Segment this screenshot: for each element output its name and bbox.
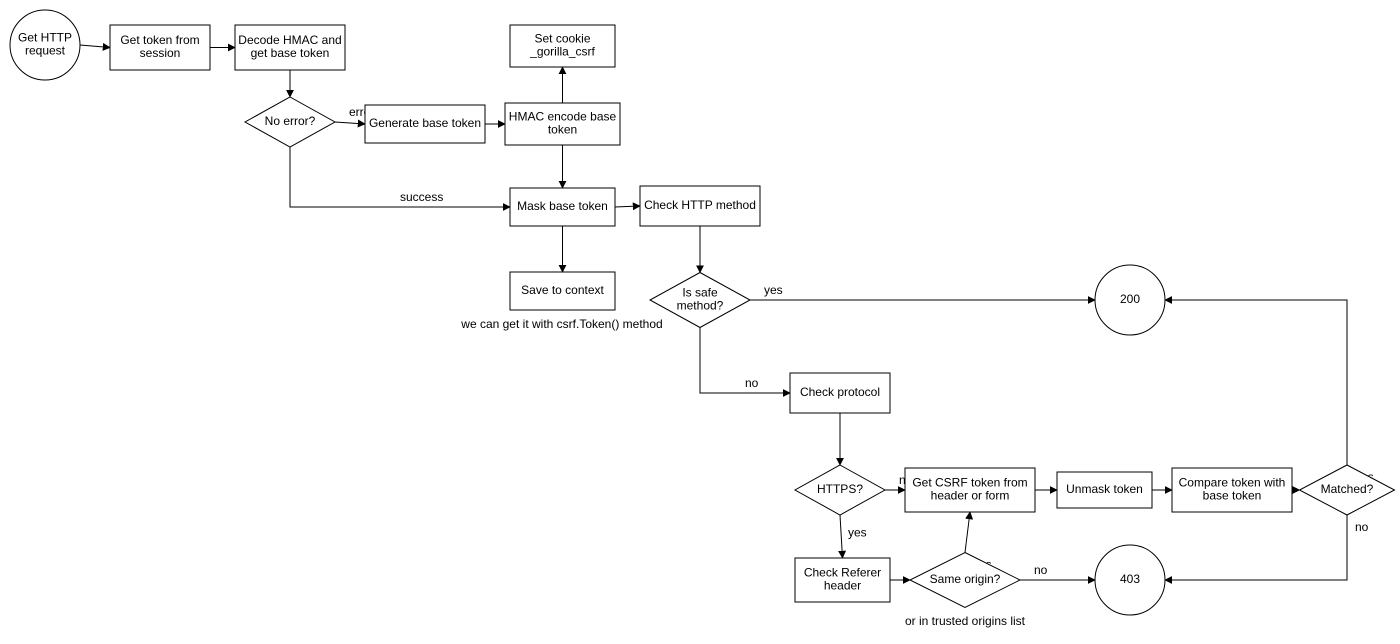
- svg-text:Same origin?: Same origin?: [930, 572, 1001, 586]
- node-r403: 403: [1095, 545, 1165, 615]
- svg-text:Get HTTPrequest: Get HTTPrequest: [18, 31, 72, 58]
- svg-text:Generate base token: Generate base token: [369, 116, 481, 130]
- edge-same_origin-get_csrf: [965, 512, 970, 553]
- svg-text:No error?: No error?: [265, 114, 316, 128]
- edge-label-matched-r403: no: [1355, 520, 1369, 534]
- svg-text:HTTPS?: HTTPS?: [817, 482, 863, 496]
- edge-label-is_safe-check_proto: no: [745, 376, 759, 390]
- node-gen_base: Generate base token: [365, 105, 485, 143]
- edge-matched-r200: [1165, 300, 1347, 465]
- node-mask_base: Mask base token: [510, 188, 615, 226]
- node-r200: 200: [1095, 265, 1165, 335]
- svg-text:Matched?: Matched?: [1321, 482, 1374, 496]
- edge-get_http-get_token: [80, 45, 110, 48]
- node-get_token: Get token fromsession: [110, 25, 210, 70]
- svg-text:403: 403: [1120, 572, 1140, 586]
- svg-text:Check HTTP method: Check HTTP method: [644, 198, 756, 212]
- node-save_ctx: Save to context: [510, 272, 615, 310]
- edge-matched-r403: [1165, 515, 1347, 580]
- svg-text:Decode HMAC andget base token: Decode HMAC andget base token: [238, 33, 341, 60]
- node-unmask: Unmask token: [1057, 472, 1152, 508]
- edge-label-https-check_referer: yes: [848, 526, 867, 540]
- caption-origin_note: or in trusted origins list: [905, 614, 1026, 628]
- edge-label-no_error-mask_base: success: [400, 190, 443, 204]
- node-check_referer: Check Refererheader: [795, 558, 890, 602]
- edge-https-check_referer: [840, 515, 843, 558]
- node-same_origin: Same origin?: [910, 553, 1020, 608]
- node-set_cookie: Set cookie_gorilla_csrf: [510, 25, 615, 67]
- edge-mask_base-check_method: [615, 206, 640, 207]
- svg-text:Is safemethod?: Is safemethod?: [677, 286, 724, 313]
- node-get_csrf: Get CSRF token fromheader or form: [905, 468, 1035, 512]
- svg-text:Set cookie_gorilla_csrf: Set cookie_gorilla_csrf: [529, 32, 595, 59]
- node-is_safe: Is safemethod?: [650, 273, 750, 328]
- node-compare: Compare token withbase token: [1172, 468, 1292, 512]
- svg-text:200: 200: [1120, 292, 1140, 306]
- svg-text:Mask base token: Mask base token: [517, 199, 608, 213]
- node-no_error: No error?: [245, 97, 335, 147]
- svg-text:Save to context: Save to context: [521, 283, 604, 297]
- node-check_method: Check HTTP method: [640, 186, 760, 226]
- edge-no_error-gen_base: [335, 122, 365, 124]
- svg-text:Check protocol: Check protocol: [800, 385, 880, 399]
- caption-ctx_note: we can get it with csrf.Token() method: [460, 317, 662, 331]
- flowchart-canvas: errorsuccessyesnonoyesyesnoyesnoGet HTTP…: [0, 0, 1400, 644]
- node-get_http: Get HTTPrequest: [10, 10, 80, 80]
- node-decode_hmac: Decode HMAC andget base token: [235, 25, 345, 70]
- edge-label-is_safe-r200: yes: [764, 283, 783, 297]
- node-check_proto: Check protocol: [790, 373, 890, 413]
- node-https: HTTPS?: [795, 465, 885, 515]
- edge-label-same_origin-r403: no: [1034, 563, 1048, 577]
- node-matched: Matched?: [1300, 465, 1395, 515]
- svg-text:Unmask token: Unmask token: [1066, 482, 1143, 496]
- node-hmac_encode: HMAC encode basetoken: [505, 103, 620, 145]
